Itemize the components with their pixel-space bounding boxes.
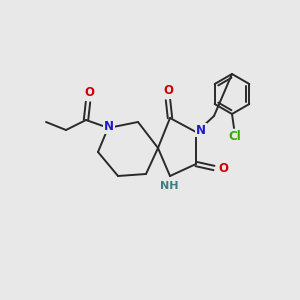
Text: NH: NH <box>160 181 178 191</box>
Text: N: N <box>196 124 206 136</box>
Text: O: O <box>218 161 228 175</box>
Text: Cl: Cl <box>229 130 242 143</box>
Text: N: N <box>104 121 114 134</box>
Text: O: O <box>84 86 94 100</box>
Text: O: O <box>163 85 173 98</box>
